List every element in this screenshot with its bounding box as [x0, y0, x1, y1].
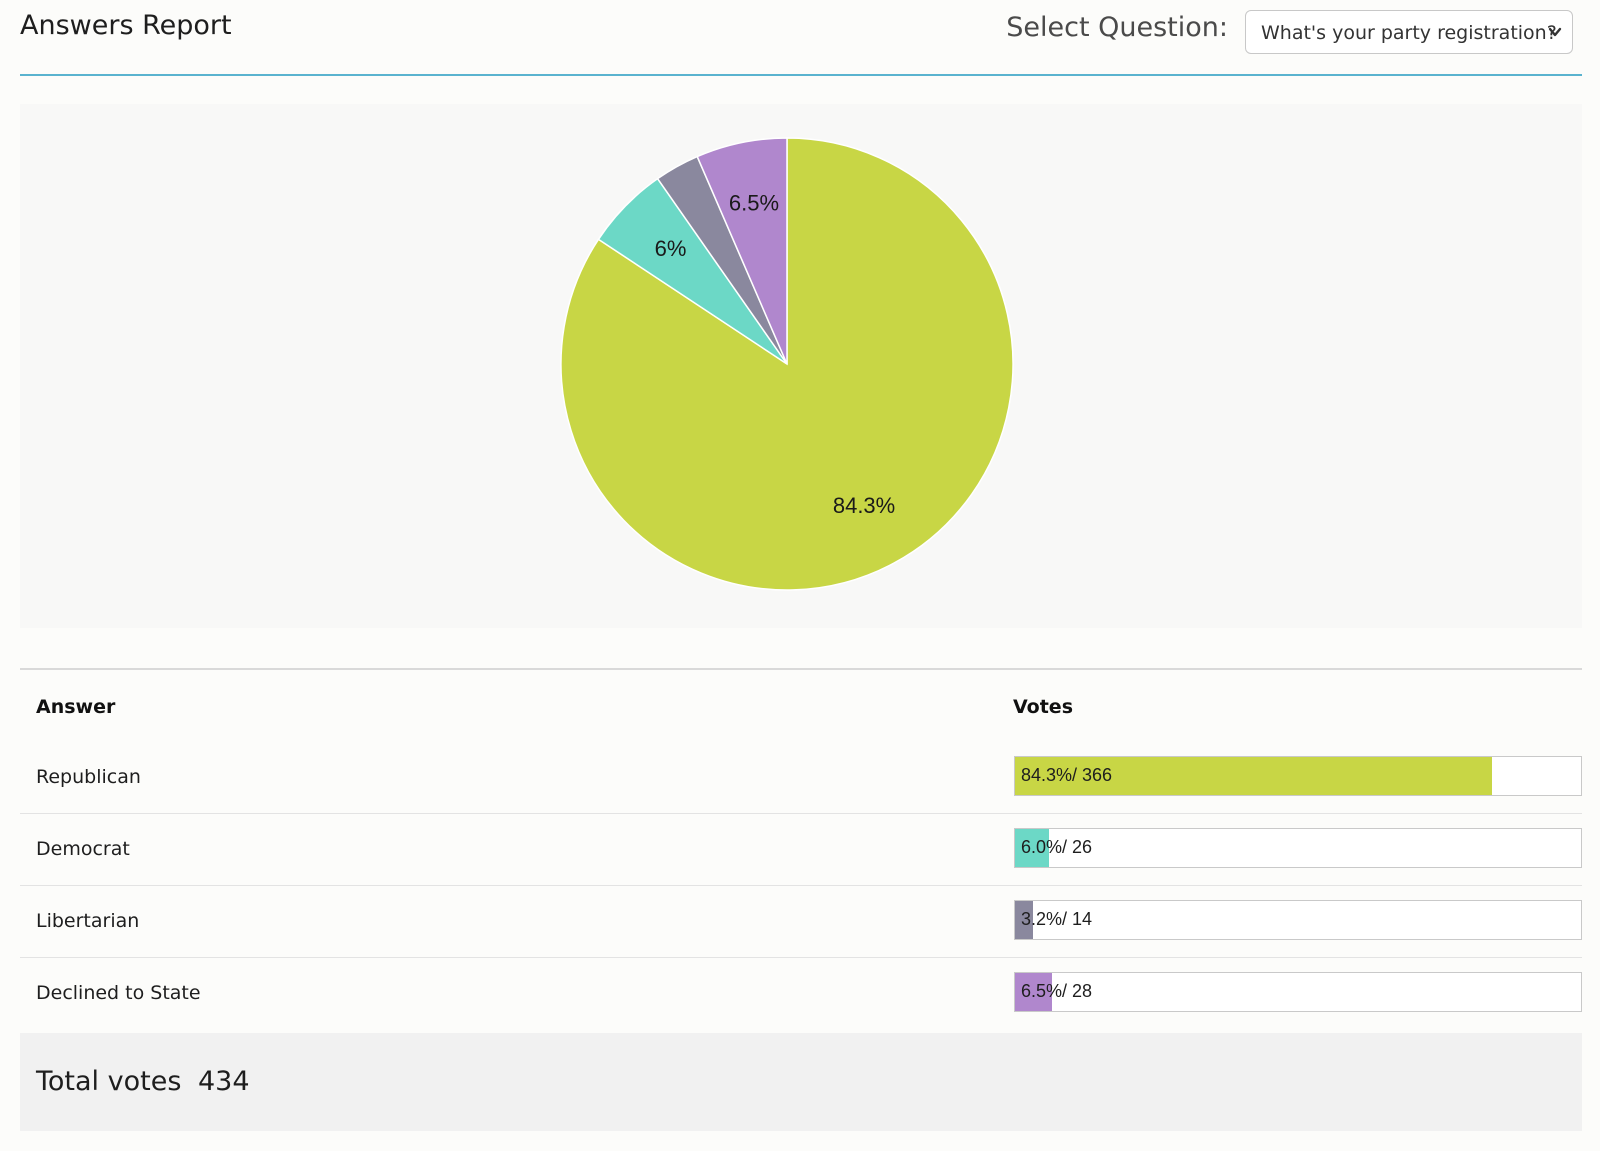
votes-column-header: Votes — [1013, 696, 1073, 718]
table-header: Answer Votes — [20, 670, 1582, 742]
answers-table: Answer Votes Republican 84.3%/ 366 Democ… — [20, 668, 1582, 1029]
pie-chart-panel: 84.3% 6% 6.5% — [20, 104, 1582, 628]
vote-bar-fill — [1015, 829, 1049, 867]
total-votes-label: Total votes — [36, 1066, 182, 1097]
vote-bar: 6.0%/ 26 — [1014, 828, 1582, 868]
page-title: Answers Report — [20, 10, 232, 41]
answer-label: Republican — [36, 766, 141, 788]
vote-bar-fill — [1015, 757, 1493, 795]
table-row: Republican 84.3%/ 366 — [20, 742, 1582, 814]
vote-bar: 6.5%/ 28 — [1014, 972, 1582, 1012]
vote-bar-text: 6.0%/ 26 — [1021, 837, 1093, 857]
pie-slice-label: 6.5% — [729, 190, 779, 215]
vote-bar: 3.2%/ 14 — [1014, 900, 1582, 940]
vote-bar-text: 84.3%/ 366 — [1021, 765, 1113, 785]
total-votes-value: 434 — [198, 1066, 250, 1097]
answer-column-header: Answer — [36, 696, 116, 718]
answer-label: Declined to State — [36, 982, 201, 1004]
pie-slice-label: 6% — [655, 236, 687, 261]
total-votes-section: Total votes 434 — [20, 1033, 1582, 1131]
question-select-value: What's your party registration? — [1261, 22, 1557, 44]
table-row: Democrat 6.0%/ 26 — [20, 814, 1582, 886]
table-row: Declined to State 6.5%/ 28 — [20, 958, 1582, 1029]
vote-bar-text: 6.5%/ 28 — [1021, 981, 1093, 1001]
table-body: Republican 84.3%/ 366 Democrat 6.0%/ 26 … — [20, 742, 1582, 1029]
vote-bar-fill — [1015, 901, 1034, 939]
answer-label: Libertarian — [36, 910, 140, 932]
report-header: Answers Report Select Question: What's y… — [20, 0, 1582, 76]
pie-chart: 84.3% 6% 6.5% — [560, 137, 1014, 591]
answer-label: Democrat — [36, 838, 130, 860]
vote-bar-text: 3.2%/ 14 — [1021, 909, 1093, 929]
pie-slice-declined-to-state — [696, 137, 788, 365]
vote-bar: 84.3%/ 366 — [1014, 756, 1582, 796]
chevron-down-icon — [1548, 27, 1562, 37]
pie-slice-label: 84.3% — [833, 493, 895, 518]
select-question-label: Select Question: — [1006, 12, 1228, 43]
vote-bar-fill — [1015, 973, 1052, 1011]
question-select[interactable]: What's your party registration? — [1245, 10, 1573, 54]
table-row: Libertarian 3.2%/ 14 — [20, 886, 1582, 958]
